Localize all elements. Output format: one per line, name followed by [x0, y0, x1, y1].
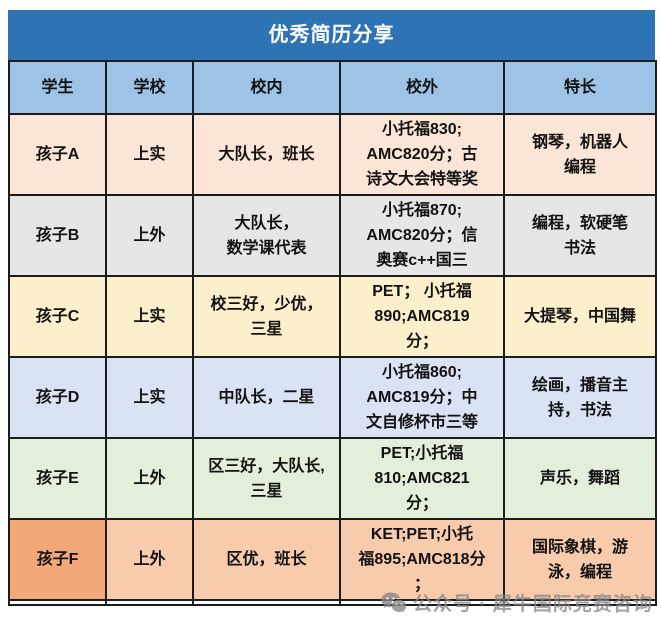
partial-cell	[192, 599, 341, 606]
table-row-child-b: 孩子B 上外 大队长， 数学课代表 小托福870; AMC820分；信 奥赛c+…	[8, 194, 657, 277]
specialty-cell: 国际象棋，游 泳，编程	[503, 518, 657, 601]
school-cell: 上实	[105, 275, 194, 358]
school-cell: 上外	[105, 437, 194, 520]
table-row-child-e: 孩子E 上外 区三好，大队长, 三星 PET;小托福 810;AMC821 分；…	[8, 437, 657, 520]
out-school-cell: 小托福870; AMC820分；信 奥赛c++国三	[339, 194, 505, 277]
specialty-cell: 钢琴，机器人 编程	[503, 113, 657, 196]
specialty-cell: 大提琴，中国舞	[503, 275, 657, 358]
partial-cell	[8, 599, 107, 606]
in-school-cell: 区优，班长	[192, 518, 341, 601]
in-school-cell: 大队长，班长	[192, 113, 341, 196]
specialty-cell: 编程，软硬笔 书法	[503, 194, 657, 277]
resume-table: 学生 学校 校内 校外 特长 孩子A 上实 大队长，班长 小托福830; AMC…	[8, 60, 657, 606]
school-cell: 上外	[105, 518, 194, 601]
in-school-cell: 大队长， 数学课代表	[192, 194, 341, 277]
out-school-cell: 小托福860; AMC819分；中 文自修杯市三等	[339, 356, 505, 439]
out-school-cell: PET;小托福 810;AMC821 分；	[339, 437, 505, 520]
school-cell: 上实	[105, 113, 194, 196]
student-cell: 孩子B	[8, 194, 107, 277]
table-title: 优秀简历分享	[8, 10, 655, 60]
table-header-row: 学生 学校 校内 校外 特长	[8, 60, 657, 115]
resume-table-sheet: 优秀简历分享 学生 学校 校内 校外 特长 孩子A 上实 大队长，班长 小托福8	[8, 10, 657, 606]
student-cell: 孩子A	[8, 113, 107, 196]
column-header-school: 学校	[105, 60, 194, 115]
column-header-out-school: 校外	[339, 60, 505, 115]
in-school-cell: 中队长，二星	[192, 356, 341, 439]
partial-cell	[339, 599, 505, 606]
school-cell: 上外	[105, 194, 194, 277]
in-school-cell: 校三好，少优， 三星	[192, 275, 341, 358]
table-row-child-c: 孩子C 上实 校三好，少优， 三星 PET； 小托福 890;AMC819 分；…	[8, 275, 657, 358]
table-row-partial	[8, 599, 657, 606]
table-row-child-f: 孩子F 上外 区优，班长 KET;PET;小托 福895;AMC818分 ； 国…	[8, 518, 657, 601]
partial-cell	[105, 599, 194, 606]
column-header-in-school: 校内	[192, 60, 341, 115]
table-row-child-d: 孩子D 上实 中队长，二星 小托福860; AMC819分；中 文自修杯市三等 …	[8, 356, 657, 439]
column-header-specialty: 特长	[503, 60, 657, 115]
student-cell: 孩子D	[8, 356, 107, 439]
table-row-child-a: 孩子A 上实 大队长，班长 小托福830; AMC820分；古 诗文大会特等奖 …	[8, 113, 657, 196]
student-cell: 孩子E	[8, 437, 107, 520]
out-school-cell: 小托福830; AMC820分；古 诗文大会特等奖	[339, 113, 505, 196]
partial-cell	[503, 599, 657, 606]
student-cell: 孩子C	[8, 275, 107, 358]
column-header-student: 学生	[8, 60, 107, 115]
specialty-cell: 声乐，舞蹈	[503, 437, 657, 520]
school-cell: 上实	[105, 356, 194, 439]
out-school-cell: KET;PET;小托 福895;AMC818分 ；	[339, 518, 505, 601]
out-school-cell: PET； 小托福 890;AMC819 分；	[339, 275, 505, 358]
in-school-cell: 区三好，大队长, 三星	[192, 437, 341, 520]
student-cell: 孩子F	[8, 518, 107, 601]
specialty-cell: 绘画，播音主 持，书法	[503, 356, 657, 439]
